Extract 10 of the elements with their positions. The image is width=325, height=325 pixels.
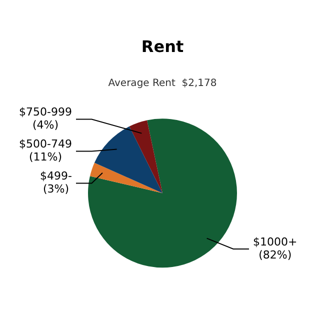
slice-label: $1000+: [252, 235, 298, 248]
data-label: (11%): [28, 150, 62, 164]
data-label: (82%): [258, 248, 292, 262]
slice-label: $500-749: [19, 138, 72, 151]
chart-title: Rent: [141, 36, 184, 56]
slice-label: $499-: [40, 170, 72, 183]
slice-label: $750-999: [19, 106, 72, 119]
data-label: (3%): [42, 182, 70, 196]
data-label: (4%): [32, 118, 59, 132]
chart-subtitle: Average Rent $2,178: [108, 78, 217, 89]
